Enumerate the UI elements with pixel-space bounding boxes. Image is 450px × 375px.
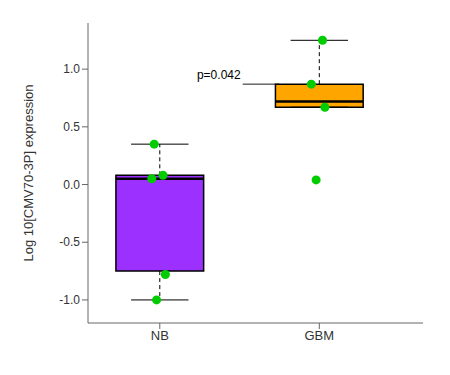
svg-text:GBM: GBM [304,328,334,343]
svg-text:-0.5: -0.5 [59,235,80,249]
svg-text:p=0.042: p=0.042 [197,68,241,82]
svg-text:Log 10[CMV70-3P] expression: Log 10[CMV70-3P] expression [21,84,36,261]
svg-text:NB: NB [151,328,169,343]
svg-text:0.0: 0.0 [63,178,80,192]
svg-text:1.0: 1.0 [63,62,80,76]
svg-text:0.5: 0.5 [63,120,80,134]
svg-text:-1.0: -1.0 [59,293,80,307]
